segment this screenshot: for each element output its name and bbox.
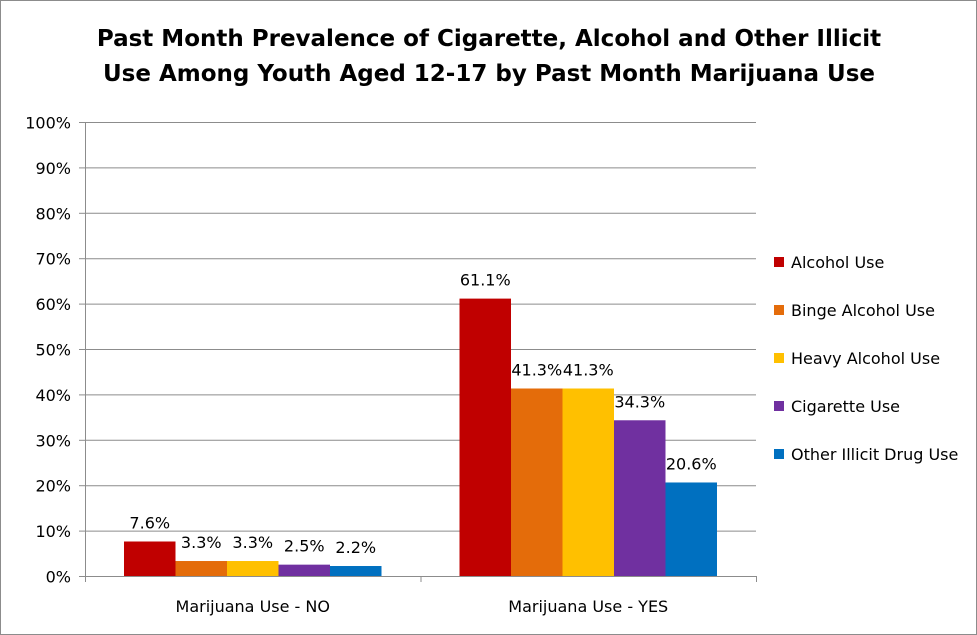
bar-cigarette-use-no: [278, 564, 330, 576]
y-tick-label-40: 40%: [35, 386, 71, 405]
y-tick-label-90: 90%: [35, 159, 71, 178]
legend-swatch-alcohol-use: [774, 257, 784, 267]
bar-other-illicit-drug-use-yes: [665, 482, 717, 576]
bar-other-illicit-drug-use-no: [330, 566, 382, 576]
data-label-binge-alcohol-use-no: 3.3%: [181, 533, 222, 552]
legend-label-binge-alcohol-use: Binge Alcohol Use: [791, 301, 935, 320]
y-tick-label-20: 20%: [35, 477, 71, 496]
data-label-heavy-alcohol-use-yes: 41.3%: [563, 360, 614, 379]
bar-heavy-alcohol-use-yes: [562, 388, 614, 576]
bar-alcohol-use-yes: [459, 298, 511, 576]
legend-swatch-other-illicit-drug-use: [774, 449, 784, 459]
category-label-1: Marijuana Use - YES: [508, 597, 668, 616]
data-label-cigarette-use-yes: 34.3%: [614, 392, 665, 411]
category-label-0: Marijuana Use - NO: [176, 597, 330, 616]
legend-label-cigarette-use: Cigarette Use: [791, 397, 900, 416]
x-axis-category-labels: Marijuana Use - NO Marijuana Use - YES: [176, 597, 669, 616]
y-tick-label-50: 50%: [35, 341, 71, 360]
legend-label-heavy-alcohol-use: Heavy Alcohol Use: [791, 349, 940, 368]
y-tick-label-60: 60%: [35, 295, 71, 314]
chart-title-line-2: Use Among Youth Aged 12-17 by Past Month…: [103, 61, 875, 87]
legend-label-other-illicit-drug-use: Other Illicit Drug Use: [791, 445, 958, 464]
legend-swatch-cigarette-use: [774, 401, 784, 411]
data-label-heavy-alcohol-use-no: 3.3%: [232, 533, 273, 552]
y-tick-label-10: 10%: [35, 522, 71, 541]
data-label-other-illicit-drug-use-yes: 20.6%: [666, 454, 717, 473]
data-label-binge-alcohol-use-yes: 41.3%: [511, 360, 562, 379]
legend-swatch-heavy-alcohol-use: [774, 353, 784, 363]
y-axis-tick-labels: 0% 10% 20% 30% 40% 50% 60% 70% 80% 90% 100%: [25, 114, 71, 587]
y-tick-label-0: 0%: [46, 568, 71, 587]
y-tick-label-70: 70%: [35, 250, 71, 269]
data-label-cigarette-use-no: 2.5%: [284, 537, 325, 556]
bar-binge-alcohol-use-no: [175, 561, 227, 576]
legend-label-alcohol-use: Alcohol Use: [791, 253, 884, 272]
data-label-alcohol-use-no: 7.6%: [129, 513, 170, 532]
chart-title-line-1: Past Month Prevalence of Cigarette, Alco…: [97, 26, 881, 52]
legend: Alcohol Use Binge Alcohol Use Heavy Alcoho…: [774, 253, 958, 464]
bar-alcohol-use-no: [124, 541, 176, 576]
y-tick-label-100: 100%: [25, 114, 71, 133]
bar-binge-alcohol-use-yes: [511, 388, 563, 576]
bar-heavy-alcohol-use-no: [227, 561, 279, 576]
data-label-other-illicit-drug-use-no: 2.2%: [335, 538, 376, 557]
bars: [124, 298, 717, 576]
y-tick-label-30: 30%: [35, 431, 71, 450]
legend-swatch-binge-alcohol-use: [774, 305, 784, 315]
bar-cigarette-use-yes: [614, 420, 666, 576]
data-labels: 7.6%3.3% 3.3% 2.5% 2.2%61.1%41.3% 41.3%34.3%…: [129, 271, 716, 557]
gridlines: [79, 122, 757, 582]
data-label-alcohol-use-yes: 61.1%: [460, 271, 511, 290]
y-tick-label-80: 80%: [35, 204, 71, 223]
